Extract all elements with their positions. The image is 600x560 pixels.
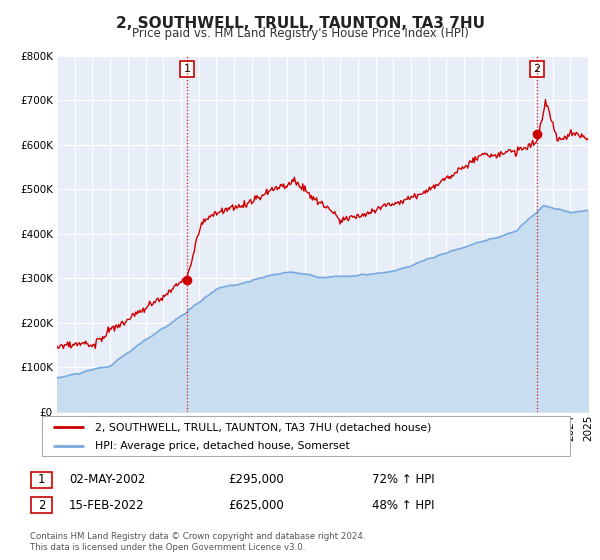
Text: 72% ↑ HPI: 72% ↑ HPI <box>372 473 434 487</box>
Text: 1: 1 <box>38 473 45 487</box>
Text: This data is licensed under the Open Government Licence v3.0.: This data is licensed under the Open Gov… <box>30 543 305 552</box>
Text: Contains HM Land Registry data © Crown copyright and database right 2024.: Contains HM Land Registry data © Crown c… <box>30 532 365 541</box>
FancyBboxPatch shape <box>31 472 52 488</box>
Text: 48% ↑ HPI: 48% ↑ HPI <box>372 498 434 512</box>
FancyBboxPatch shape <box>31 497 52 513</box>
Text: £625,000: £625,000 <box>228 498 284 512</box>
Text: 2, SOUTHWELL, TRULL, TAUNTON, TA3 7HU (detached house): 2, SOUTHWELL, TRULL, TAUNTON, TA3 7HU (d… <box>95 422 431 432</box>
Text: 02-MAY-2002: 02-MAY-2002 <box>69 473 145 487</box>
Text: Price paid vs. HM Land Registry's House Price Index (HPI): Price paid vs. HM Land Registry's House … <box>131 27 469 40</box>
FancyBboxPatch shape <box>42 416 570 456</box>
Text: 2: 2 <box>533 64 541 74</box>
Text: 15-FEB-2022: 15-FEB-2022 <box>69 498 145 512</box>
Text: 2, SOUTHWELL, TRULL, TAUNTON, TA3 7HU: 2, SOUTHWELL, TRULL, TAUNTON, TA3 7HU <box>115 16 485 31</box>
Text: HPI: Average price, detached house, Somerset: HPI: Average price, detached house, Some… <box>95 441 350 451</box>
Text: 2: 2 <box>38 498 45 512</box>
Text: £295,000: £295,000 <box>228 473 284 487</box>
Text: 1: 1 <box>184 64 191 74</box>
